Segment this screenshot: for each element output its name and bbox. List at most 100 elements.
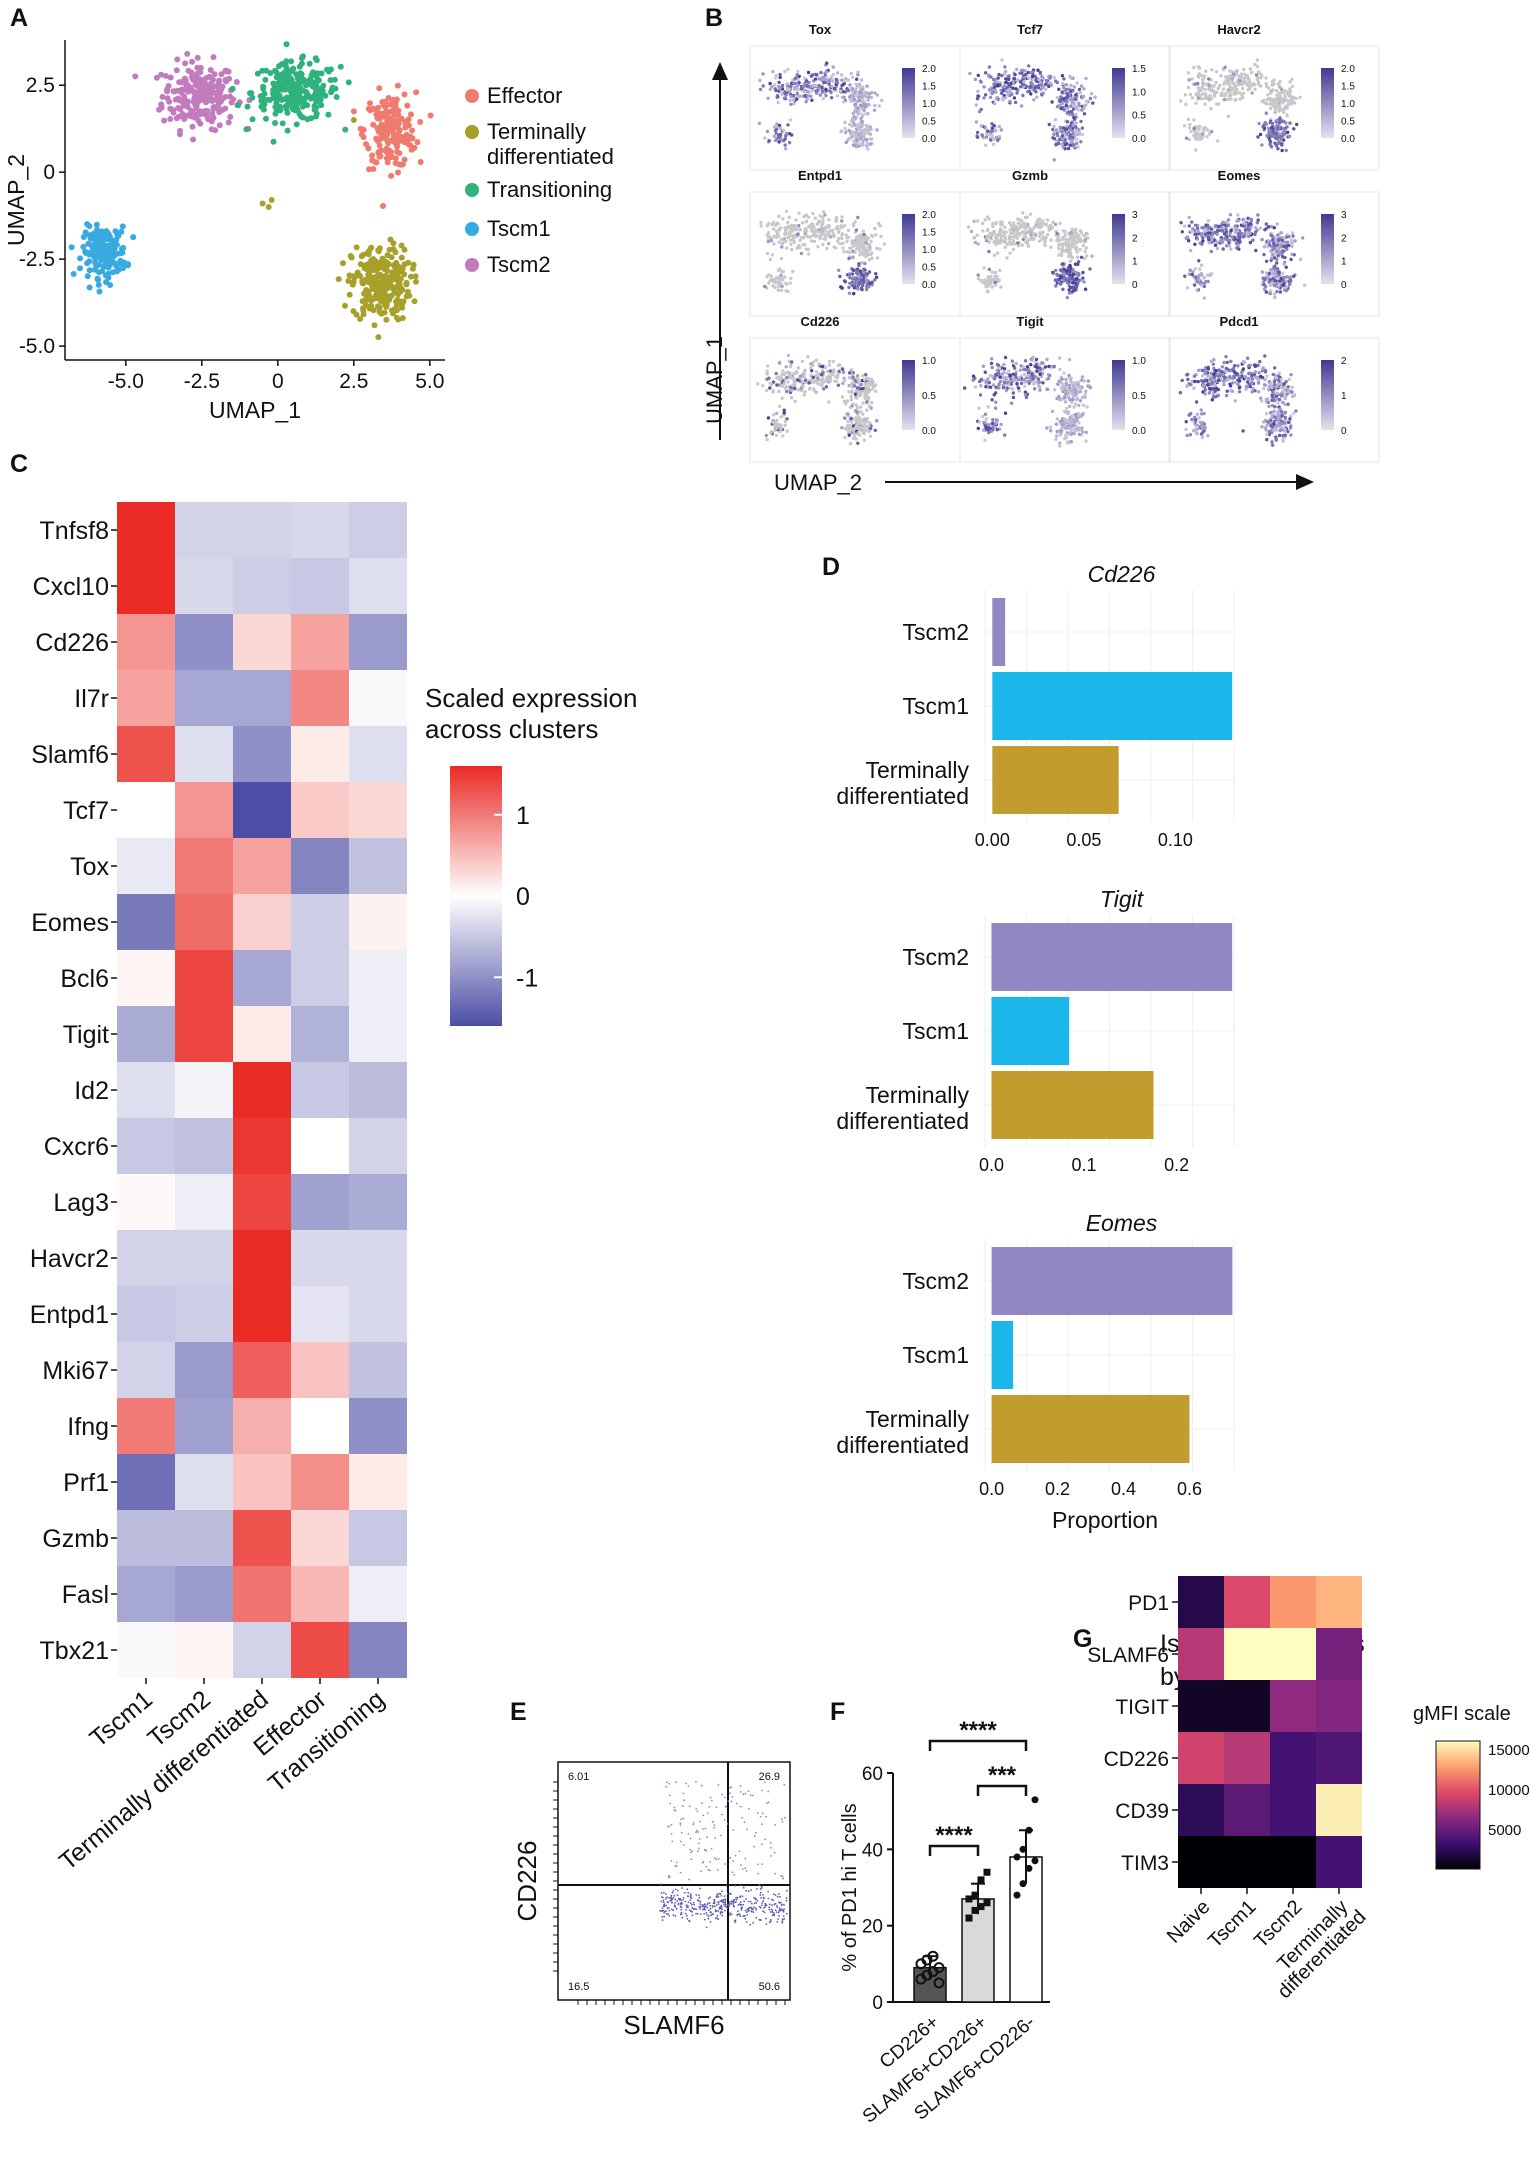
cell-point — [835, 71, 840, 75]
cell-point — [1074, 112, 1078, 117]
cell-point — [1023, 392, 1028, 397]
cell-point — [813, 83, 817, 88]
scale-tick-label: 1 — [1341, 257, 1347, 268]
legend: EffectorTerminallydifferentiatedTransiti… — [465, 83, 614, 277]
cell-point — [781, 269, 785, 274]
cell-point — [1058, 441, 1062, 445]
point-tscm2 — [211, 71, 218, 78]
scale-tick-label: 3 — [1132, 210, 1138, 221]
cell-point — [1036, 218, 1040, 222]
cell-point — [1261, 276, 1265, 280]
cell-point — [1024, 395, 1029, 399]
scale-tick-label: 0.5 — [922, 263, 936, 274]
cell-point — [777, 123, 782, 128]
cell-point — [1032, 371, 1037, 375]
cell-point — [1083, 103, 1087, 108]
cell-point — [1209, 129, 1214, 134]
cell-point — [1301, 236, 1305, 240]
panel-letter-D: D — [822, 553, 840, 581]
point-tscm2 — [180, 100, 187, 107]
point-transitioning — [257, 93, 264, 100]
point-effector — [388, 172, 395, 179]
point-effector — [394, 122, 401, 129]
cell-point — [856, 283, 860, 287]
cell-point — [1235, 246, 1239, 250]
cell-point — [1083, 395, 1087, 399]
cell-point — [1071, 269, 1075, 273]
cell-point — [821, 210, 826, 214]
cell-point — [1041, 76, 1046, 80]
cell-point — [991, 383, 996, 387]
cell-point — [777, 389, 781, 394]
cell-point — [792, 81, 796, 86]
cell-point — [865, 237, 869, 241]
cell-point — [1201, 78, 1205, 82]
cell-point — [864, 287, 869, 292]
cell-point — [1055, 231, 1059, 236]
cell-point — [1260, 237, 1264, 242]
cell-point — [836, 383, 841, 387]
cell-point — [846, 228, 851, 233]
cell-point — [1085, 405, 1089, 409]
cell-point — [789, 81, 794, 86]
point-tscm2 — [167, 116, 174, 122]
cell-point — [1079, 140, 1083, 144]
cell-point — [1247, 79, 1252, 83]
cell-point — [1074, 393, 1078, 397]
cell-point — [853, 425, 858, 430]
cell-point — [1009, 382, 1013, 386]
cell-point — [1069, 245, 1074, 249]
cell-point — [1016, 225, 1020, 230]
cell-point — [790, 133, 794, 137]
cell-point — [1195, 288, 1200, 293]
cell-point — [1070, 235, 1074, 239]
cell-point — [838, 274, 842, 279]
cell-point — [870, 251, 874, 255]
cell-point — [1036, 68, 1040, 72]
point-tscm2 — [189, 123, 196, 130]
cell-point — [798, 245, 802, 250]
cell-point — [854, 102, 858, 106]
cell-point — [1019, 218, 1023, 222]
point-tscm1 — [77, 255, 84, 262]
cell-point — [1187, 215, 1191, 220]
cell-point — [824, 93, 828, 98]
cell-point — [767, 139, 771, 143]
scale-tick-label: 2.0 — [922, 210, 936, 221]
cell-point — [1049, 238, 1053, 242]
cell-point — [771, 389, 775, 393]
cell-point — [865, 138, 869, 142]
point-effector — [395, 131, 402, 138]
cell-point — [788, 233, 792, 238]
cell-point — [781, 369, 785, 373]
cell-point — [780, 384, 784, 388]
cell-point — [1012, 77, 1017, 81]
cell-point — [1292, 101, 1296, 105]
point-effector — [370, 166, 377, 172]
cell-point — [1052, 124, 1056, 129]
cell-point — [1027, 379, 1031, 383]
cell-point — [851, 402, 855, 406]
point-tscm1 — [93, 249, 100, 256]
cell-point — [1229, 86, 1234, 90]
cell-point — [875, 256, 880, 260]
cell-point — [776, 100, 780, 105]
cell-point — [1272, 242, 1276, 246]
cell-point — [1224, 220, 1228, 224]
cell-point — [844, 402, 848, 406]
cell-point — [862, 232, 866, 237]
cell-point — [768, 87, 772, 92]
point-transitioning — [260, 83, 267, 90]
point-tscm2 — [225, 119, 232, 126]
point-effector — [374, 125, 381, 132]
cell-point — [828, 376, 833, 381]
cell-point — [1284, 275, 1289, 279]
cell-point — [1219, 74, 1223, 78]
point-transitioning — [312, 94, 319, 101]
cell-point — [856, 70, 860, 75]
cell-point — [850, 124, 854, 128]
cell-point — [982, 96, 986, 100]
cell-point — [867, 390, 871, 394]
cell-point — [842, 250, 846, 254]
